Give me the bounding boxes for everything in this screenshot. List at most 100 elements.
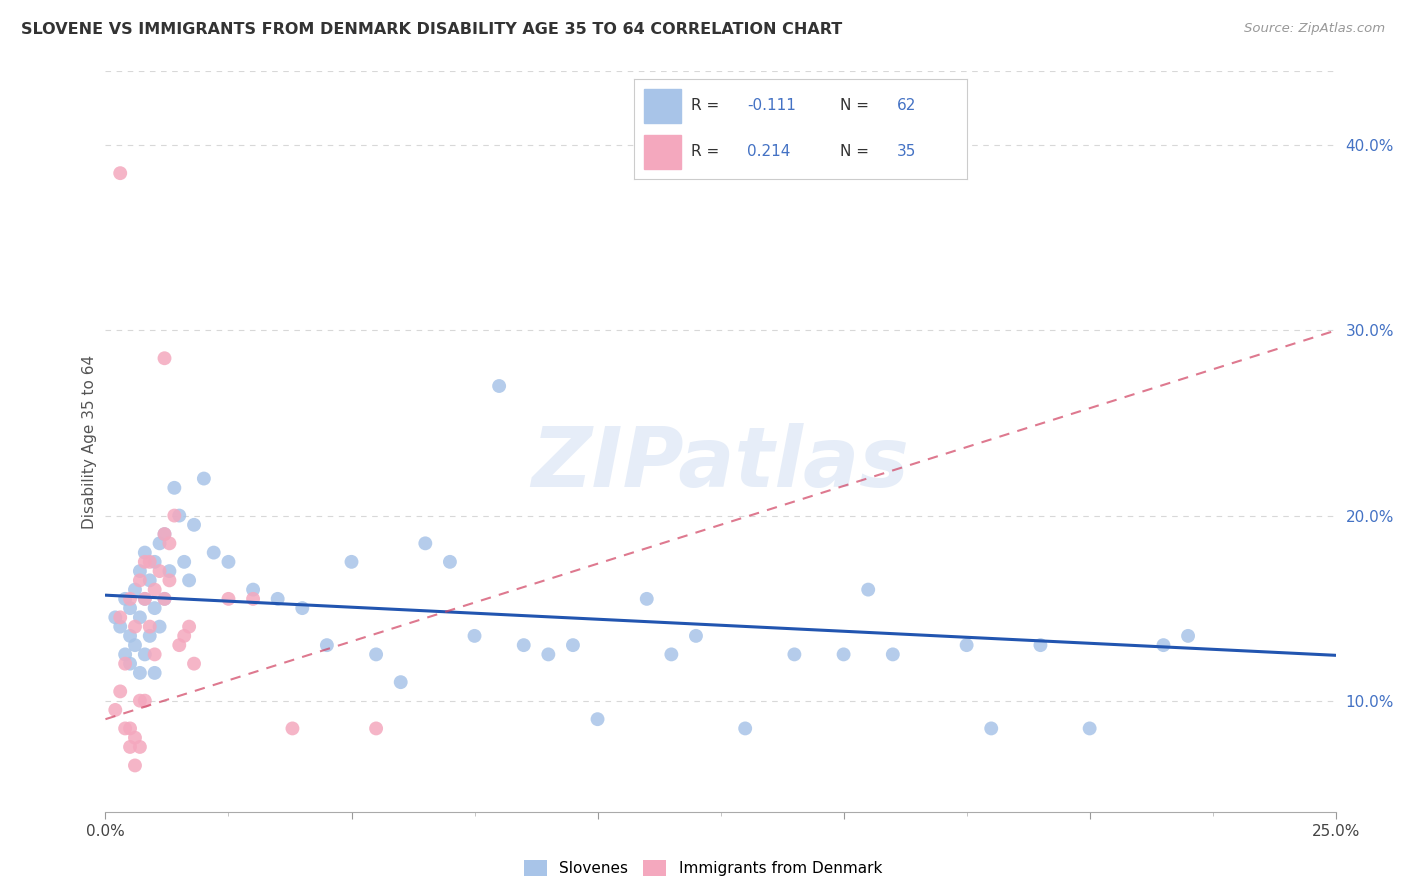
Point [163,508,186,523]
Point [143,555,166,569]
Y-axis label: Disability Age 35 to 64: Disability Age 35 to 64 [82,354,97,529]
Point [153,351,176,366]
Point [179,574,201,588]
Point [218,555,240,569]
Text: ZIPatlas: ZIPatlas [531,423,910,504]
Point [129,739,152,754]
Point [149,536,172,550]
Point [138,629,162,643]
Point [124,638,146,652]
Point [882,648,904,662]
Point [366,722,388,736]
Point [291,601,314,615]
Point [114,657,136,671]
Point [120,591,141,606]
Legend: Slovenes, Immigrants from Denmark: Slovenes, Immigrants from Denmark [517,855,889,882]
Point [114,648,136,662]
Point [281,722,304,736]
Point [159,536,180,550]
Point [956,638,979,652]
Point [114,722,136,736]
Point [134,591,156,606]
Point [169,638,191,652]
Point [661,648,683,662]
Point [114,591,136,606]
Point [1029,638,1052,652]
Point [159,564,180,578]
Point [163,481,186,495]
Point [138,555,162,569]
Point [636,591,658,606]
Point [734,722,756,736]
Point [153,591,176,606]
Point [513,638,536,652]
Point [149,619,172,633]
Point [464,629,486,643]
Point [153,527,176,541]
Point [783,648,806,662]
Point [586,712,609,726]
Point [193,471,215,485]
Point [159,574,180,588]
Point [488,379,510,393]
Point [129,564,152,578]
Point [120,657,141,671]
Point [173,629,195,643]
Point [366,648,388,662]
Point [134,591,156,606]
Point [1153,638,1175,652]
Point [685,629,707,643]
Point [315,638,337,652]
Point [104,610,127,624]
Point [169,508,191,523]
Point [120,739,141,754]
Point [218,591,240,606]
Text: SLOVENE VS IMMIGRANTS FROM DENMARK DISABILITY AGE 35 TO 64 CORRELATION CHART: SLOVENE VS IMMIGRANTS FROM DENMARK DISAB… [21,22,842,37]
Point [143,582,166,597]
Point [138,619,162,633]
Point [134,555,156,569]
Point [858,582,880,597]
Point [415,536,437,550]
Point [124,582,146,597]
Point [832,648,855,662]
Text: Source: ZipAtlas.com: Source: ZipAtlas.com [1244,22,1385,36]
Point [179,619,201,633]
Point [143,665,166,680]
Point [124,758,146,772]
Point [110,684,132,698]
Point [980,722,1002,736]
Point [153,527,176,541]
Point [138,574,162,588]
Point [562,638,585,652]
Point [124,731,146,745]
Point [129,694,152,708]
Point [1177,629,1199,643]
Point [129,610,152,624]
Point [143,601,166,615]
Point [242,591,264,606]
Point [120,601,141,615]
Point [134,546,156,560]
Point [129,665,152,680]
Point [129,574,152,588]
Point [110,166,132,180]
Point [124,619,146,633]
Point [242,582,264,597]
Point [110,619,132,633]
Point [389,675,412,690]
Point [1078,722,1101,736]
Point [439,555,461,569]
Point [183,657,205,671]
Point [134,648,156,662]
Point [202,546,225,560]
Point [104,703,127,717]
Point [153,591,176,606]
Point [173,555,195,569]
Point [537,648,560,662]
Point [120,722,141,736]
Point [340,555,363,569]
Point [120,629,141,643]
Point [110,610,132,624]
Point [134,694,156,708]
